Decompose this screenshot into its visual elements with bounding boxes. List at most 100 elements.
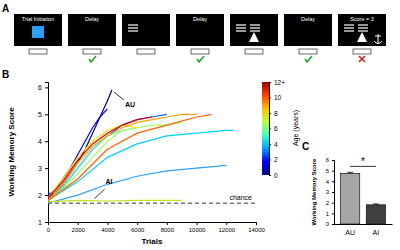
y-axis-title: Working Memory Score xyxy=(311,158,317,226)
tick-label: 2 xyxy=(326,200,330,206)
tick-mark xyxy=(45,87,48,88)
touch-lever xyxy=(191,49,209,54)
annotation-arrow xyxy=(95,189,105,198)
tick-mark xyxy=(45,141,48,142)
tick-mark xyxy=(269,144,271,145)
icon-line xyxy=(358,27,368,28)
tick-mark xyxy=(256,222,257,225)
screen xyxy=(122,14,170,46)
task-screen: Delay xyxy=(68,14,116,62)
tick-label: 1 xyxy=(326,211,330,217)
x-axis-tick: 2000 xyxy=(72,222,86,233)
touch-lever xyxy=(29,49,47,54)
colorbar-axis-tick: 12+ xyxy=(269,79,285,86)
colorbar-axis-tick: 10 xyxy=(269,94,282,101)
icon-line xyxy=(250,24,260,25)
tick-mark xyxy=(78,222,79,225)
series-line xyxy=(48,122,182,200)
plot-area xyxy=(48,90,256,203)
tick-label: 2 xyxy=(38,192,42,199)
tick-label: 0 xyxy=(47,227,51,233)
colorbar-title: Age (years) xyxy=(292,110,300,146)
series-line xyxy=(48,114,211,200)
tick-mark xyxy=(45,195,48,196)
tick-label: 3 xyxy=(38,165,42,172)
x-axis-tick: 4000 xyxy=(101,222,115,233)
reference-line xyxy=(48,203,256,204)
y-axis-tick: 4 xyxy=(38,138,48,145)
reference-label: chance xyxy=(229,194,252,201)
annotation: AU xyxy=(125,101,135,108)
icon-line xyxy=(236,30,246,31)
task-screen: Delay xyxy=(284,14,332,62)
tick-label: 0 xyxy=(326,221,330,227)
check-mark xyxy=(197,56,204,62)
tick-mark xyxy=(45,222,48,223)
bar xyxy=(366,205,385,224)
tick-label: 5 xyxy=(326,168,330,174)
icon-line xyxy=(128,24,138,25)
error-cap xyxy=(373,203,379,204)
icon-line xyxy=(358,24,368,25)
tick-mark xyxy=(269,113,271,114)
tick-mark xyxy=(269,160,271,161)
screen xyxy=(338,14,386,46)
y-axis-line xyxy=(45,83,49,223)
figure: ATrial InitiationDelayDelayDelayScore = … xyxy=(0,0,400,250)
screen-label: Delay xyxy=(193,16,207,22)
colorbar-axis-tick: 0 xyxy=(269,172,278,179)
icon-line xyxy=(344,30,354,31)
y-axis-tick: 6 xyxy=(38,84,48,91)
tick-label: 12000 xyxy=(218,227,235,233)
y-axis-tick: 0 xyxy=(326,221,334,227)
screen-label: Delay xyxy=(301,16,315,22)
tick-label: 8 xyxy=(274,110,278,117)
tick-label: 1 xyxy=(38,219,42,226)
task-screen: Trial Initiation xyxy=(14,14,62,54)
tick-mark xyxy=(167,222,168,225)
x-axis-tick: 12000 xyxy=(218,222,235,233)
annotation-arrow xyxy=(114,92,124,100)
icon xyxy=(128,25,138,31)
y-axis-tick: 6 xyxy=(326,157,334,163)
tick-label: 10000 xyxy=(189,227,206,233)
annotation: AI xyxy=(106,178,113,185)
touch-lever xyxy=(353,49,371,54)
series-line xyxy=(48,125,137,198)
task-screen xyxy=(230,14,278,54)
task-screen: Delay xyxy=(176,14,224,62)
tick-label: 6 xyxy=(38,84,42,91)
tick-label: 3 xyxy=(326,189,330,195)
tick-label: 10 xyxy=(274,94,282,101)
tick-label: 4000 xyxy=(101,227,115,233)
tick-label: 12+ xyxy=(274,79,285,86)
y-axis-tick: 2 xyxy=(326,200,334,206)
y-axis: 1 2 3 4 5 6 xyxy=(38,83,48,226)
tick-mark xyxy=(269,175,271,176)
icon xyxy=(374,34,382,44)
bar xyxy=(340,173,359,224)
icon-line xyxy=(250,30,260,31)
y-axis: 0 1 2 3 4 5 6 xyxy=(326,157,335,227)
tick-mark xyxy=(332,171,334,172)
x-axis-tick: 14000 xyxy=(248,222,265,233)
x-axis-tick: AU xyxy=(345,224,355,236)
series-line xyxy=(48,117,152,198)
screen xyxy=(14,14,62,46)
tick-mark xyxy=(107,222,108,225)
y-axis-tick: 3 xyxy=(38,165,48,172)
colorbar-axis-tick: 8 xyxy=(269,110,278,117)
tick-mark xyxy=(269,129,271,130)
plot-area xyxy=(340,172,385,224)
x-axis-line xyxy=(49,223,257,226)
series-line xyxy=(48,114,197,200)
y-axis-tick: 4 xyxy=(326,179,334,185)
y-axis-tick: 5 xyxy=(38,111,48,118)
tick-mark xyxy=(197,222,198,225)
tick-label: 2000 xyxy=(72,227,86,233)
screen xyxy=(68,14,116,46)
colorbar-axis-line xyxy=(270,83,272,176)
check-mark xyxy=(305,56,312,62)
screen-label: Score = 3 xyxy=(350,16,374,22)
icon xyxy=(357,32,367,42)
